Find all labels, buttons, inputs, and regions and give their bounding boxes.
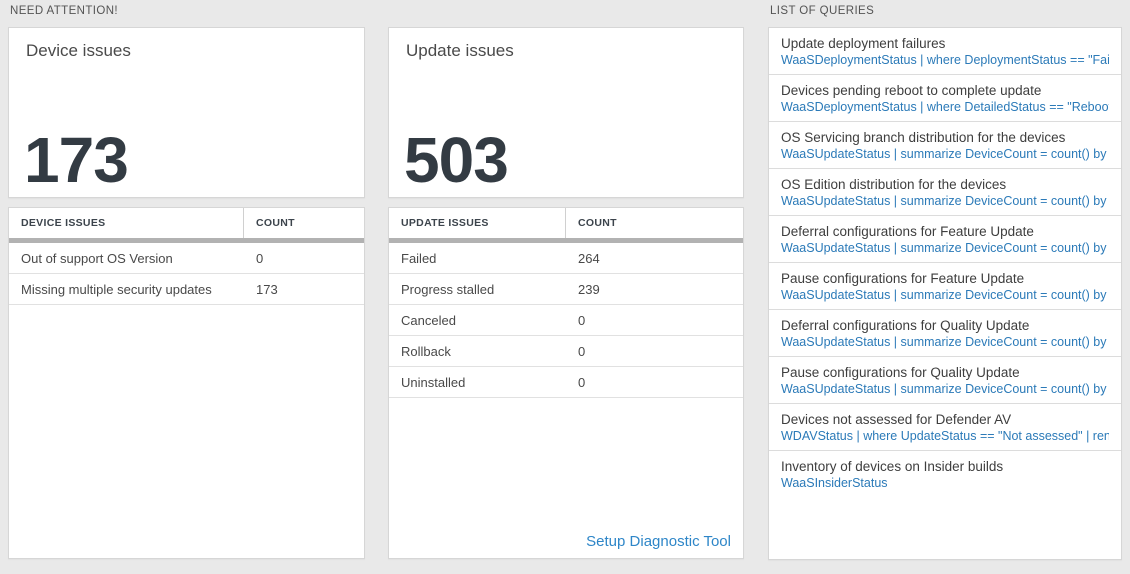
issue-label: Failed — [401, 250, 437, 266]
query-title: Pause configurations for Quality Update — [781, 365, 1020, 380]
device-table-header: DEVICE ISSUES COUNT — [9, 208, 364, 238]
queries-panel: Update deployment failures WaaSDeployment… — [768, 27, 1122, 560]
table-row[interactable]: Canceled 0 — [389, 305, 743, 336]
query-code-link[interactable]: WaaSUpdateStatus | summarize DeviceCount… — [781, 382, 1109, 396]
issue-count: 0 — [578, 343, 586, 359]
query-title: Pause configurations for Feature Update — [781, 271, 1025, 286]
update-issues-count: 503 — [404, 124, 509, 196]
query-code-link[interactable]: WaaSDeploymentStatus | where DeploymentS… — [781, 53, 1109, 67]
issue-label: Progress stalled — [401, 281, 495, 297]
query-title: Devices pending reboot to complete updat… — [781, 83, 1042, 98]
device-issues-table: DEVICE ISSUES COUNT Out of support OS Ve… — [8, 207, 365, 559]
issue-count: 173 — [256, 281, 278, 297]
table-header-separator — [9, 238, 364, 243]
issue-label: Uninstalled — [401, 374, 466, 390]
query-code-link[interactable]: WaaSUpdateStatus | summarize DeviceCount… — [781, 335, 1109, 349]
query-title: Deferral configurations for Feature Upda… — [781, 224, 1034, 239]
device-table-header-issues: DEVICE ISSUES — [9, 208, 244, 238]
update-table-header-count: COUNT — [578, 217, 617, 229]
query-title: OS Servicing branch distribution for the… — [781, 130, 1066, 145]
update-table-header-issues: UPDATE ISSUES — [389, 208, 566, 238]
update-table-header: UPDATE ISSUES COUNT — [389, 208, 743, 238]
setup-diagnostic-tool-link[interactable]: Setup Diagnostic Tool — [586, 533, 731, 550]
device-issues-title: Device issues — [26, 41, 131, 60]
table-row[interactable]: Missing multiple security updates 173 — [9, 274, 364, 305]
issue-count: 239 — [578, 281, 600, 297]
table-header-separator — [389, 238, 743, 243]
query-title: Update deployment failures — [781, 36, 946, 51]
issue-label: Out of support OS Version — [21, 250, 173, 266]
query-list-item[interactable]: Devices not assessed for Defender AV WDAV… — [769, 404, 1121, 451]
query-list-item[interactable]: Devices pending reboot to complete updat… — [769, 75, 1121, 122]
query-code-link[interactable]: WaaSUpdateStatus | summarize DeviceCount… — [781, 288, 1109, 302]
table-row[interactable]: Uninstalled 0 — [389, 367, 743, 398]
issue-count: 0 — [578, 374, 586, 390]
query-list-item[interactable]: Inventory of devices on Insider builds Wa… — [769, 451, 1121, 498]
query-list-item[interactable]: OS Edition distribution for the devices W… — [769, 169, 1121, 216]
table-row[interactable]: Failed 264 — [389, 243, 743, 274]
query-title: Devices not assessed for Defender AV — [781, 412, 1012, 427]
device-table-rows: Out of support OS Version 0 Missing multip… — [9, 243, 364, 305]
query-list-item[interactable]: Pause configurations for Quality Update W… — [769, 357, 1121, 404]
table-row[interactable]: Out of support OS Version 0 — [9, 243, 364, 274]
query-list-item[interactable]: Deferral configurations for Quality Upda… — [769, 310, 1121, 357]
query-list-item[interactable]: Deferral configurations for Feature Upda… — [769, 216, 1121, 263]
need-attention-heading: NEED ATTENTION! — [10, 5, 119, 17]
query-list: Update deployment failures WaaSDeployment… — [769, 28, 1121, 498]
query-list-item[interactable]: Pause configurations for Feature Update W… — [769, 263, 1121, 310]
query-title: OS Edition distribution for the devices — [781, 177, 1007, 192]
query-list-item[interactable]: OS Servicing branch distribution for the… — [769, 122, 1121, 169]
issue-count: 0 — [256, 250, 264, 266]
query-title: Inventory of devices on Insider builds — [781, 459, 1004, 474]
query-code-link[interactable]: WaaSDeploymentStatus | where DetailedSta… — [781, 100, 1109, 114]
query-code-link[interactable]: WaaSInsiderStatus — [781, 476, 888, 490]
list-of-queries-heading: LIST OF QUERIES — [770, 5, 875, 17]
query-code-link[interactable]: WaaSUpdateStatus | summarize DeviceCount… — [781, 241, 1109, 255]
issue-label: Missing multiple security updates — [21, 281, 212, 297]
issue-label: Rollback — [401, 343, 451, 359]
issue-label: Canceled — [401, 312, 456, 328]
query-list-item[interactable]: Update deployment failures WaaSDeployment… — [769, 28, 1121, 75]
issue-count: 0 — [578, 312, 586, 328]
update-issues-table: UPDATE ISSUES COUNT Failed 264 Progress st… — [388, 207, 744, 559]
table-row[interactable]: Rollback 0 — [389, 336, 743, 367]
table-row[interactable]: Progress stalled 239 — [389, 274, 743, 305]
query-code-link[interactable]: WaaSUpdateStatus | summarize DeviceCount… — [781, 194, 1109, 208]
device-issues-count: 173 — [24, 124, 129, 196]
query-code-link[interactable]: WaaSUpdateStatus | summarize DeviceCount… — [781, 147, 1109, 161]
query-title: Deferral configurations for Quality Upda… — [781, 318, 1030, 333]
issue-count: 264 — [578, 250, 600, 266]
query-code-link[interactable]: WDAVStatus | where UpdateStatus == "Not … — [781, 429, 1109, 443]
device-table-header-count: COUNT — [256, 217, 295, 229]
update-issues-title: Update issues — [406, 41, 514, 60]
device-issues-tile[interactable]: Device issues 173 — [8, 27, 365, 198]
update-table-rows: Failed 264 Progress stalled 239 Canceled 0 Rol… — [389, 243, 743, 398]
update-issues-tile[interactable]: Update issues 503 — [388, 27, 744, 198]
